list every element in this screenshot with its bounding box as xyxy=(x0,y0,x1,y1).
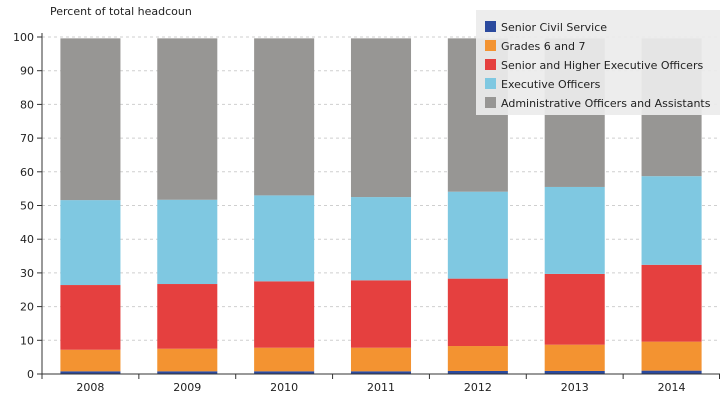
y-tick-label: 60 xyxy=(20,166,34,179)
bar-2011-segment-3 xyxy=(350,197,412,281)
y-tick-label: 50 xyxy=(20,200,34,213)
bar-2008-segment-0 xyxy=(60,371,121,374)
bar-2008-segment-3 xyxy=(60,200,121,286)
legend-label: Senior Civil Service xyxy=(501,21,607,34)
bar-2011-segment-1 xyxy=(350,347,412,372)
legend-swatch xyxy=(485,59,496,70)
x-tick-label: 2012 xyxy=(464,381,492,394)
x-tick-label: 2014 xyxy=(658,381,686,394)
bar-2012-segment-3 xyxy=(447,191,508,279)
bar-2010-segment-0 xyxy=(254,371,315,374)
x-tick-label: 2010 xyxy=(270,381,298,394)
y-axis-label: Percent of total headcoun xyxy=(50,5,192,18)
bar-2009-segment-4 xyxy=(157,38,218,200)
legend-swatch xyxy=(485,40,496,51)
bar-2014-segment-1 xyxy=(641,341,702,371)
y-tick-label: 40 xyxy=(20,233,34,246)
bar-2009-segment-2 xyxy=(157,284,218,349)
y-tick-label: 70 xyxy=(20,132,34,145)
bar-2012-segment-1 xyxy=(447,346,508,371)
y-tick-label: 100 xyxy=(13,31,34,44)
y-tick-label: 90 xyxy=(20,65,34,78)
legend-swatch xyxy=(485,78,496,89)
legend-swatch xyxy=(485,21,496,32)
bar-2010-segment-2 xyxy=(254,281,315,348)
bar-2009-segment-1 xyxy=(157,348,218,372)
bar-2012-segment-0 xyxy=(447,370,508,374)
bar-2008-segment-2 xyxy=(60,285,121,350)
axes: 0 10 20 30 40 50 60 70 80 90 100 2008 2009 2010 2011 20… xyxy=(13,31,720,394)
legend-label: Grades 6 and 7 xyxy=(501,40,585,53)
bar-2013-segment-3 xyxy=(544,186,605,274)
legend-label: Administrative Officers and Assistants xyxy=(501,97,711,110)
bar-2008-segment-4 xyxy=(60,38,121,201)
bar-2010-segment-4 xyxy=(254,38,315,196)
x-tick-label: 2008 xyxy=(76,381,104,394)
bar-2011-segment-0 xyxy=(350,371,412,374)
bar-2013-segment-1 xyxy=(544,344,605,371)
y-tick-label: 30 xyxy=(20,267,34,280)
bar-2009-segment-3 xyxy=(157,199,218,285)
bar-2014-segment-0 xyxy=(641,370,702,374)
legend-label: Executive Officers xyxy=(501,78,601,91)
bar-2010-segment-1 xyxy=(254,347,315,372)
x-tick-label: 2011 xyxy=(367,381,395,394)
legend: Senior Civil Service Grades 6 and 7 Senior… xyxy=(476,10,720,115)
bar-2011-segment-4 xyxy=(350,38,412,198)
legend-label: Senior and Higher Executive Officers xyxy=(501,59,703,72)
bar-2008-segment-1 xyxy=(60,349,121,372)
bar-2013-segment-0 xyxy=(544,370,605,374)
legend-box xyxy=(476,10,720,115)
y-tick-label: 20 xyxy=(20,301,34,314)
x-tick-label: 2009 xyxy=(173,381,201,394)
bar-2013-segment-2 xyxy=(544,273,605,345)
y-tick-label: 10 xyxy=(20,334,34,347)
bar-2012-segment-2 xyxy=(447,278,508,347)
legend-swatch xyxy=(485,97,496,108)
y-tick-label: 80 xyxy=(20,98,34,111)
y-tick-label: 0 xyxy=(27,368,34,381)
bar-2014-segment-2 xyxy=(641,264,702,342)
bar-2014-segment-3 xyxy=(641,176,702,265)
bar-2011-segment-2 xyxy=(350,280,412,348)
x-tick-label: 2013 xyxy=(561,381,589,394)
bar-2009-segment-0 xyxy=(157,371,218,374)
bar-2010-segment-3 xyxy=(254,195,315,282)
